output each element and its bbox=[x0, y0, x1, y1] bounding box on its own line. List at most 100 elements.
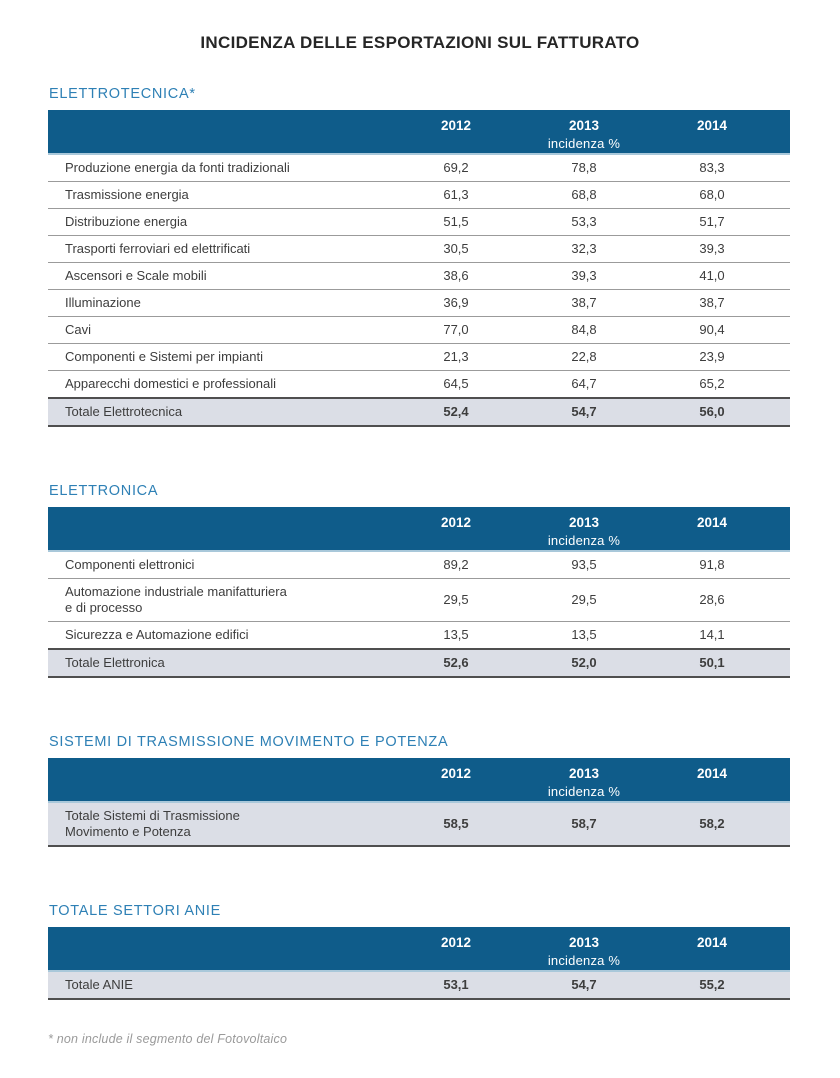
header-year-2013: 2013 incidenza % bbox=[520, 927, 648, 972]
row-right-spacer bbox=[776, 551, 790, 579]
row-right-spacer bbox=[776, 316, 790, 344]
sections-container: ELETTROTECNICA* 2012 2013 incidenza % 2014 Pr… bbox=[48, 86, 790, 1000]
row-label-line: Movimento e Potenza bbox=[65, 824, 191, 839]
header-subtitle: incidenza % bbox=[547, 784, 621, 799]
header-year-2013: 2013 incidenza % bbox=[520, 110, 648, 155]
table-row: Produzione energia da fonti tradizionali… bbox=[48, 154, 790, 182]
table-row: Sicurezza e Automazione edifici 13,5 13,5 1… bbox=[48, 621, 790, 650]
header-label-spacer bbox=[48, 758, 392, 803]
table-header-row: 2012 2013 incidenza % 2014 bbox=[48, 507, 790, 552]
row-label-line: Apparecchi domestici e professionali bbox=[65, 376, 276, 391]
row-value: 50,1 bbox=[648, 648, 776, 678]
row-label: Totale Sistemi di Trasmissione Movimento … bbox=[48, 802, 392, 847]
header-year-label: 2013 bbox=[568, 515, 600, 530]
row-value: 52,0 bbox=[520, 648, 648, 678]
header-year-label: 2014 bbox=[696, 118, 728, 133]
row-value: 77,0 bbox=[392, 316, 520, 344]
row-label-line: Componenti elettronici bbox=[65, 557, 195, 572]
row-right-spacer bbox=[776, 343, 790, 371]
row-value: 39,3 bbox=[648, 235, 776, 263]
row-value: 38,6 bbox=[392, 262, 520, 290]
row-right-spacer bbox=[776, 370, 790, 399]
row-value: 93,5 bbox=[520, 551, 648, 579]
header-year-label: 2013 bbox=[568, 935, 600, 950]
row-value: 38,7 bbox=[648, 289, 776, 317]
header-year-2014: 2014 bbox=[648, 927, 776, 972]
row-label-line: Componenti e Sistemi per impianti bbox=[65, 349, 263, 364]
header-year-label: 2012 bbox=[440, 515, 472, 530]
row-value: 58,5 bbox=[392, 802, 520, 847]
row-label-line: Automazione industriale manifatturiera bbox=[65, 584, 287, 599]
row-value: 51,5 bbox=[392, 208, 520, 236]
row-value: 68,8 bbox=[520, 181, 648, 209]
header-label-spacer bbox=[48, 507, 392, 552]
row-right-spacer bbox=[776, 235, 790, 263]
row-right-spacer bbox=[776, 621, 790, 650]
header-right-spacer bbox=[776, 507, 790, 552]
report-section: ELETTROTECNICA* 2012 2013 incidenza % 2014 Pr… bbox=[48, 86, 790, 427]
row-value: 84,8 bbox=[520, 316, 648, 344]
row-right-spacer bbox=[776, 802, 790, 847]
incidence-table: 2012 2013 incidenza % 2014 Produzione energi… bbox=[48, 110, 790, 427]
row-value: 52,4 bbox=[392, 397, 520, 427]
row-right-spacer bbox=[776, 154, 790, 182]
table-row: Distribuzione energia 51,5 53,3 51,7 bbox=[48, 208, 790, 236]
table-header-row: 2012 2013 incidenza % 2014 bbox=[48, 927, 790, 972]
row-value: 56,0 bbox=[648, 397, 776, 427]
header-subtitle: incidenza % bbox=[547, 953, 621, 968]
header-year-label: 2013 bbox=[568, 118, 600, 133]
header-year-2012: 2012 bbox=[392, 758, 520, 803]
row-value: 68,0 bbox=[648, 181, 776, 209]
table-row: Trasporti ferroviari ed elettrificati 30,… bbox=[48, 235, 790, 263]
header-year-label: 2014 bbox=[696, 515, 728, 530]
row-value: 91,8 bbox=[648, 551, 776, 579]
section-title: ELETTRONICA bbox=[49, 483, 159, 499]
row-value: 78,8 bbox=[520, 154, 648, 182]
section-title: TOTALE SETTORI ANIE bbox=[49, 903, 222, 919]
header-right-spacer bbox=[776, 758, 790, 803]
row-value: 41,0 bbox=[648, 262, 776, 290]
row-label: Componenti e Sistemi per impianti bbox=[48, 343, 392, 371]
header-year-label: 2012 bbox=[440, 118, 472, 133]
report-section: ELETTRONICA 2012 2013 incidenza % 2014 Compon… bbox=[48, 483, 790, 678]
header-year-label: 2012 bbox=[440, 766, 472, 781]
header-year-label: 2013 bbox=[568, 766, 600, 781]
header-right-spacer bbox=[776, 110, 790, 155]
row-value: 13,5 bbox=[392, 621, 520, 650]
row-value: 83,3 bbox=[648, 154, 776, 182]
table-row: Illuminazione 36,9 38,7 38,7 bbox=[48, 289, 790, 317]
row-value: 69,2 bbox=[392, 154, 520, 182]
row-right-spacer bbox=[776, 208, 790, 236]
row-right-spacer bbox=[776, 971, 790, 1000]
table-row: Cavi 77,0 84,8 90,4 bbox=[48, 316, 790, 344]
row-label-line: Illuminazione bbox=[65, 295, 141, 310]
row-value: 21,3 bbox=[392, 343, 520, 371]
table-row: Apparecchi domestici e professionali 64,5… bbox=[48, 370, 790, 399]
row-value: 51,7 bbox=[648, 208, 776, 236]
row-label-line: Cavi bbox=[65, 322, 92, 337]
row-value: 90,4 bbox=[648, 316, 776, 344]
row-value: 22,8 bbox=[520, 343, 648, 371]
row-value: 52,6 bbox=[392, 648, 520, 678]
row-right-spacer bbox=[776, 262, 790, 290]
row-value: 65,2 bbox=[648, 370, 776, 399]
row-label: Totale ANIE bbox=[48, 971, 392, 1000]
row-value: 58,2 bbox=[648, 802, 776, 847]
header-right-spacer bbox=[776, 927, 790, 972]
header-year-2014: 2014 bbox=[648, 507, 776, 552]
row-value: 58,7 bbox=[520, 802, 648, 847]
row-label-line: Ascensori e Scale mobili bbox=[65, 268, 207, 283]
header-year-2013: 2013 incidenza % bbox=[520, 507, 648, 552]
row-label: Automazione industriale manifatturiera e … bbox=[48, 578, 392, 622]
header-year-2013: 2013 incidenza % bbox=[520, 758, 648, 803]
incidence-table: 2012 2013 incidenza % 2014 Totale Sistemi di… bbox=[48, 758, 790, 847]
header-year-label: 2014 bbox=[696, 766, 728, 781]
header-year-2012: 2012 bbox=[392, 110, 520, 155]
row-right-spacer bbox=[776, 181, 790, 209]
row-label: Trasporti ferroviari ed elettrificati bbox=[48, 235, 392, 263]
table-row: Componenti e Sistemi per impianti 21,3 22,… bbox=[48, 343, 790, 371]
row-value: 13,5 bbox=[520, 621, 648, 650]
header-year-2014: 2014 bbox=[648, 758, 776, 803]
header-label-spacer bbox=[48, 110, 392, 155]
